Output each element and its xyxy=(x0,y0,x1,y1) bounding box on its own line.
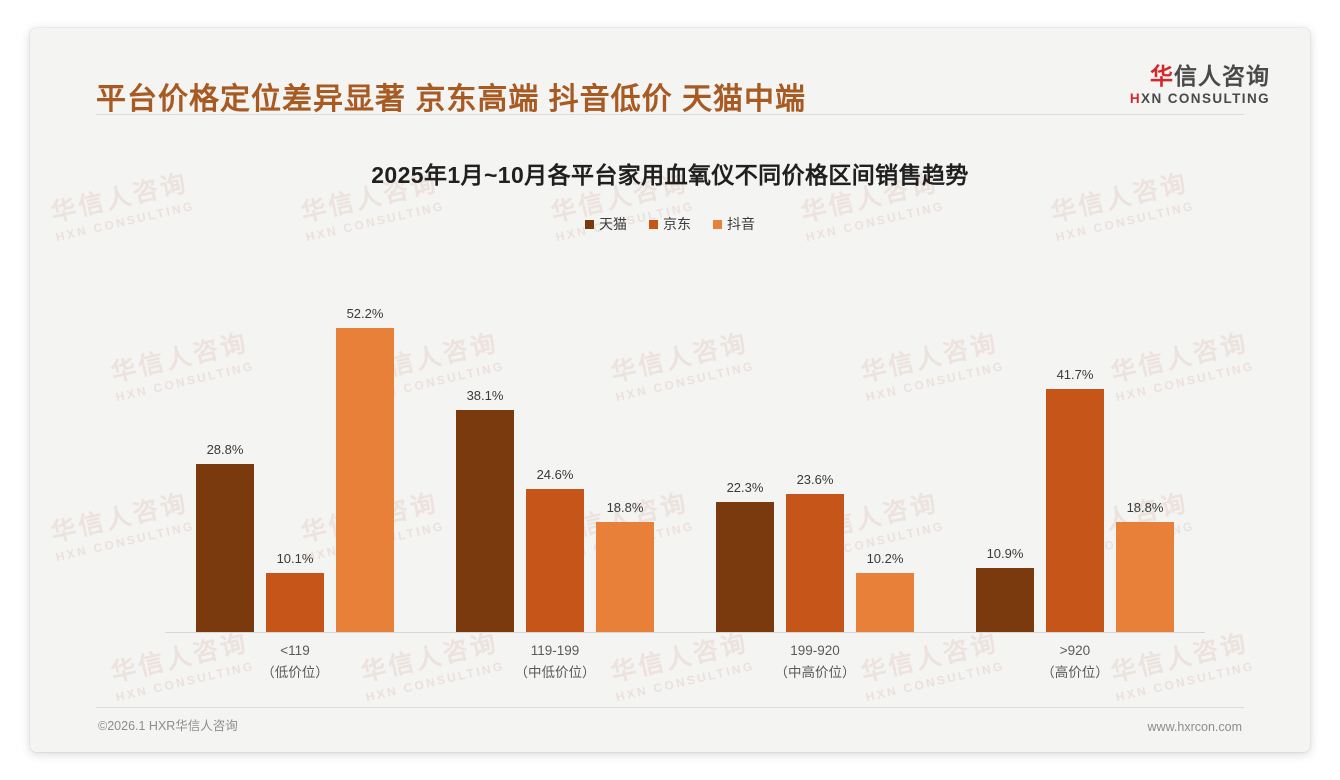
bar-rect[interactable] xyxy=(526,488,584,632)
footer-website: www.hxrcon.com xyxy=(1147,720,1242,734)
x-tick-subtitle: （低价位） xyxy=(261,665,329,681)
bar-rect[interactable] xyxy=(856,572,914,632)
legend-label: 抖音 xyxy=(727,216,755,232)
bar-value-label: 41.7% xyxy=(1056,367,1094,382)
legend-item-抖音[interactable]: 抖音 xyxy=(713,214,755,234)
bar-rect[interactable] xyxy=(336,327,394,632)
legend-swatch-icon xyxy=(713,219,722,229)
bar-天猫-199-920[interactable]: 22.3% xyxy=(716,268,774,632)
logo-en-accent: H xyxy=(1129,91,1142,107)
bar-京东-119-199[interactable]: 24.6% xyxy=(526,268,584,632)
chart-title: 2025年1月~10月各平台家用血氧仪不同价格区间销售趋势 xyxy=(371,162,969,188)
bar-value-label: 18.8% xyxy=(606,500,644,516)
bar-rect[interactable] xyxy=(596,522,654,632)
bar-rect[interactable] xyxy=(196,464,254,632)
bar-value-label: 10.2% xyxy=(866,550,904,566)
x-tick->920: >920 （高价位） xyxy=(945,640,1205,685)
bar-抖音-<119[interactable]: 52.2% xyxy=(336,268,394,632)
footer-copyright: ©2026.1 HXR华信人咨询 xyxy=(98,719,238,733)
bar-rect[interactable] xyxy=(716,502,774,632)
chart-plot-area: 28.8% 10.1% 52.2% 38.1% 24.6% 18.8% 22.3% 23.6%… xyxy=(165,268,1205,632)
bar-抖音->920[interactable]: 18.8% xyxy=(1116,268,1174,632)
bar-rect[interactable] xyxy=(786,494,844,632)
x-tick-subtitle: （高价位） xyxy=(1041,665,1109,681)
footer-divider xyxy=(96,707,1244,708)
header-divider xyxy=(96,114,1244,115)
legend-swatch-icon xyxy=(649,219,658,229)
bar-group->920: 10.9% 41.7% 18.8% xyxy=(945,268,1205,632)
x-tick-subtitle: （中高价位） xyxy=(774,665,856,681)
slide-card: 华信人咨询 HXN CONSULTING 华信人咨询 HXN CONSULTING 华信… xyxy=(30,28,1310,752)
bar-天猫->920[interactable]: 10.9% xyxy=(976,268,1034,632)
x-tick-range: 199-920 xyxy=(790,643,840,658)
logo-chinese-text: 华信人咨询 xyxy=(1130,64,1270,88)
company-logo: 华信人咨询 HXN CONSULTING xyxy=(1130,64,1270,106)
x-tick-199-920: 199-920 （中高价位） xyxy=(685,640,945,685)
bar-value-label: 24.6% xyxy=(536,466,574,482)
bar-group-199-920: 22.3% 23.6% 10.2% xyxy=(685,268,945,632)
bar-value-label: 52.2% xyxy=(346,305,384,321)
logo-english-text: HXN CONSULTING xyxy=(1130,91,1270,106)
page-title: 平台价格定位差异显著 京东高端 抖音低价 天猫中端 xyxy=(96,83,807,116)
slide-header: 平台价格定位差异显著 京东高端 抖音低价 天猫中端 华信人咨询 HXN CONS… xyxy=(30,28,1310,116)
bar-天猫-<119[interactable]: 28.8% xyxy=(196,268,254,632)
bar-rect[interactable] xyxy=(1116,522,1174,632)
legend-item-天猫[interactable]: 天猫 xyxy=(585,214,627,234)
x-axis-line xyxy=(165,632,1205,633)
logo-cn-rest: 信人咨询 xyxy=(1174,63,1270,89)
x-tick-119-199: 119-199 （中低价位） xyxy=(425,640,685,685)
bar-value-label: 10.9% xyxy=(986,546,1024,562)
x-tick-range: <119 xyxy=(280,643,310,658)
bar-抖音-119-199[interactable]: 18.8% xyxy=(596,268,654,632)
chart-legend: 天猫 京东 抖音 xyxy=(30,214,1310,234)
bar-天猫-119-199[interactable]: 38.1% xyxy=(456,268,514,632)
bar-value-label: 10.1% xyxy=(276,551,314,567)
bar-rect[interactable] xyxy=(266,573,324,632)
x-tick-subtitle: （中低价位） xyxy=(514,665,596,681)
bar-value-label: 22.3% xyxy=(726,480,764,496)
logo-en-rest: XN CONSULTING xyxy=(1141,91,1270,107)
bar-value-label: 18.8% xyxy=(1126,500,1164,516)
legend-label: 京东 xyxy=(663,216,691,232)
x-axis-tick-labels: <119 （低价位） 119-199 （中低价位） 199-920 （中高价位） >920 （… xyxy=(165,640,1205,685)
bar-rect[interactable] xyxy=(976,568,1034,632)
bar-京东->920[interactable]: 41.7% xyxy=(1046,268,1104,632)
bar-group-<119: 28.8% 10.1% 52.2% xyxy=(165,268,425,632)
bar-value-label: 38.1% xyxy=(466,387,504,403)
x-tick-range: >920 xyxy=(1059,643,1091,658)
bar-抖音-199-920[interactable]: 10.2% xyxy=(856,268,914,632)
bar-rect[interactable] xyxy=(456,409,514,632)
legend-label: 天猫 xyxy=(599,216,627,232)
bar-value-label: 23.6% xyxy=(796,472,834,488)
x-tick-<119: <119 （低价位） xyxy=(165,640,425,685)
bar-京东-199-920[interactable]: 23.6% xyxy=(786,268,844,632)
bar-京东-<119[interactable]: 10.1% xyxy=(266,268,324,632)
legend-item-京东[interactable]: 京东 xyxy=(649,214,691,234)
bar-value-label: 28.8% xyxy=(206,442,244,458)
bar-rect[interactable] xyxy=(1046,389,1104,632)
logo-cn-accent: 华 xyxy=(1150,63,1174,89)
legend-swatch-icon xyxy=(585,219,594,229)
x-tick-range: 119-199 xyxy=(530,643,580,658)
bar-group-119-199: 38.1% 24.6% 18.8% xyxy=(425,268,685,632)
